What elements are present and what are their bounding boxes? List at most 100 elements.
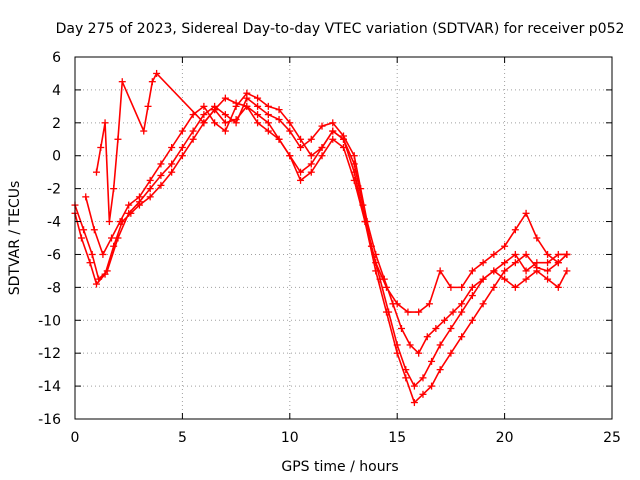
data-point <box>397 325 405 332</box>
data-point <box>178 144 186 151</box>
data-point <box>554 259 562 267</box>
data-point <box>275 135 283 143</box>
data-point <box>447 349 455 357</box>
data-point <box>406 341 414 349</box>
data-point <box>157 181 165 189</box>
data-point <box>415 308 423 316</box>
data-point <box>101 119 109 127</box>
data-point <box>458 300 466 308</box>
data-point <box>114 135 122 143</box>
data-point <box>428 357 436 365</box>
data-point <box>447 325 455 332</box>
data-point <box>264 111 272 119</box>
data-point <box>264 119 272 127</box>
series-line <box>74 96 567 355</box>
data-point <box>522 267 530 275</box>
data-point <box>479 259 487 267</box>
data-point <box>432 325 440 332</box>
data-point <box>221 119 229 127</box>
data-point <box>361 218 369 226</box>
data-point <box>410 382 418 390</box>
x-tick-label: 20 <box>496 430 514 446</box>
data-point <box>101 270 109 278</box>
data-point <box>544 259 552 267</box>
data-point <box>458 308 466 316</box>
data-point <box>157 171 165 179</box>
data-point <box>468 267 476 275</box>
x-tick-label: 25 <box>603 430 621 446</box>
y-tick-label: 2 <box>52 116 61 132</box>
data-point <box>393 300 401 308</box>
data-point <box>232 116 240 124</box>
data-point <box>135 193 143 201</box>
data-point <box>318 144 326 151</box>
x-tick-label: 15 <box>388 430 406 446</box>
data-point <box>554 250 562 258</box>
data-point <box>329 119 337 127</box>
data-point <box>501 267 509 275</box>
data-point <box>372 267 380 275</box>
data-point <box>77 234 85 242</box>
data-point <box>340 135 347 143</box>
plot-frame <box>74 56 613 420</box>
data-series-2 <box>71 102 571 390</box>
data-point <box>116 218 124 226</box>
y-tick-label: -14 <box>38 379 61 395</box>
data-point <box>232 99 240 107</box>
data-point <box>254 111 262 119</box>
data-point <box>544 275 552 283</box>
data-point <box>410 399 418 407</box>
data-point <box>307 152 315 160</box>
gridlines <box>75 57 612 419</box>
y-tick-label: -12 <box>38 346 61 362</box>
data-point <box>146 176 154 184</box>
data-point <box>318 122 326 130</box>
data-point <box>428 382 436 390</box>
data-point <box>178 152 186 160</box>
data-point <box>125 201 133 209</box>
data-point <box>318 152 326 160</box>
data-point <box>264 127 272 135</box>
data-point <box>168 168 176 176</box>
data-point <box>275 116 283 124</box>
data-point <box>425 300 433 308</box>
x-tick-label: 10 <box>281 430 299 446</box>
data-point <box>479 275 487 283</box>
data-point <box>200 102 208 110</box>
data-point <box>168 144 176 151</box>
data-point <box>415 349 423 357</box>
data-point <box>189 135 197 143</box>
data-point <box>307 160 315 168</box>
y-tick-label: -6 <box>47 247 61 263</box>
data-point <box>436 341 444 349</box>
data-point <box>297 135 305 143</box>
data-point <box>110 185 118 193</box>
data-point <box>563 267 571 275</box>
data-point <box>372 259 380 267</box>
data-point <box>522 250 530 258</box>
data-point <box>468 316 476 324</box>
data-point <box>440 316 448 324</box>
x-tick-label: 0 <box>71 430 80 446</box>
data-point <box>86 259 94 267</box>
data-point <box>297 176 305 184</box>
data-point <box>329 135 337 143</box>
data-point <box>108 234 116 242</box>
data-series-1 <box>71 94 571 357</box>
y-tick-label: -16 <box>38 412 61 428</box>
y-tick-label: 0 <box>52 149 61 165</box>
data-point <box>490 283 498 291</box>
data-point <box>468 292 476 300</box>
axis-ticks: 0 5 10 15 20 25 -16 -14 -12 -10 -8 -6 -4 -2 0 2 4 6 <box>38 50 621 446</box>
data-series-3 <box>82 89 571 407</box>
data-point <box>88 250 96 258</box>
data-point <box>80 226 88 234</box>
data-series-4 <box>92 69 571 316</box>
data-point <box>243 102 251 110</box>
data-point <box>82 193 90 201</box>
data-point <box>340 144 347 151</box>
data-point <box>449 308 457 316</box>
data-point <box>554 283 562 291</box>
data-point <box>533 234 541 242</box>
